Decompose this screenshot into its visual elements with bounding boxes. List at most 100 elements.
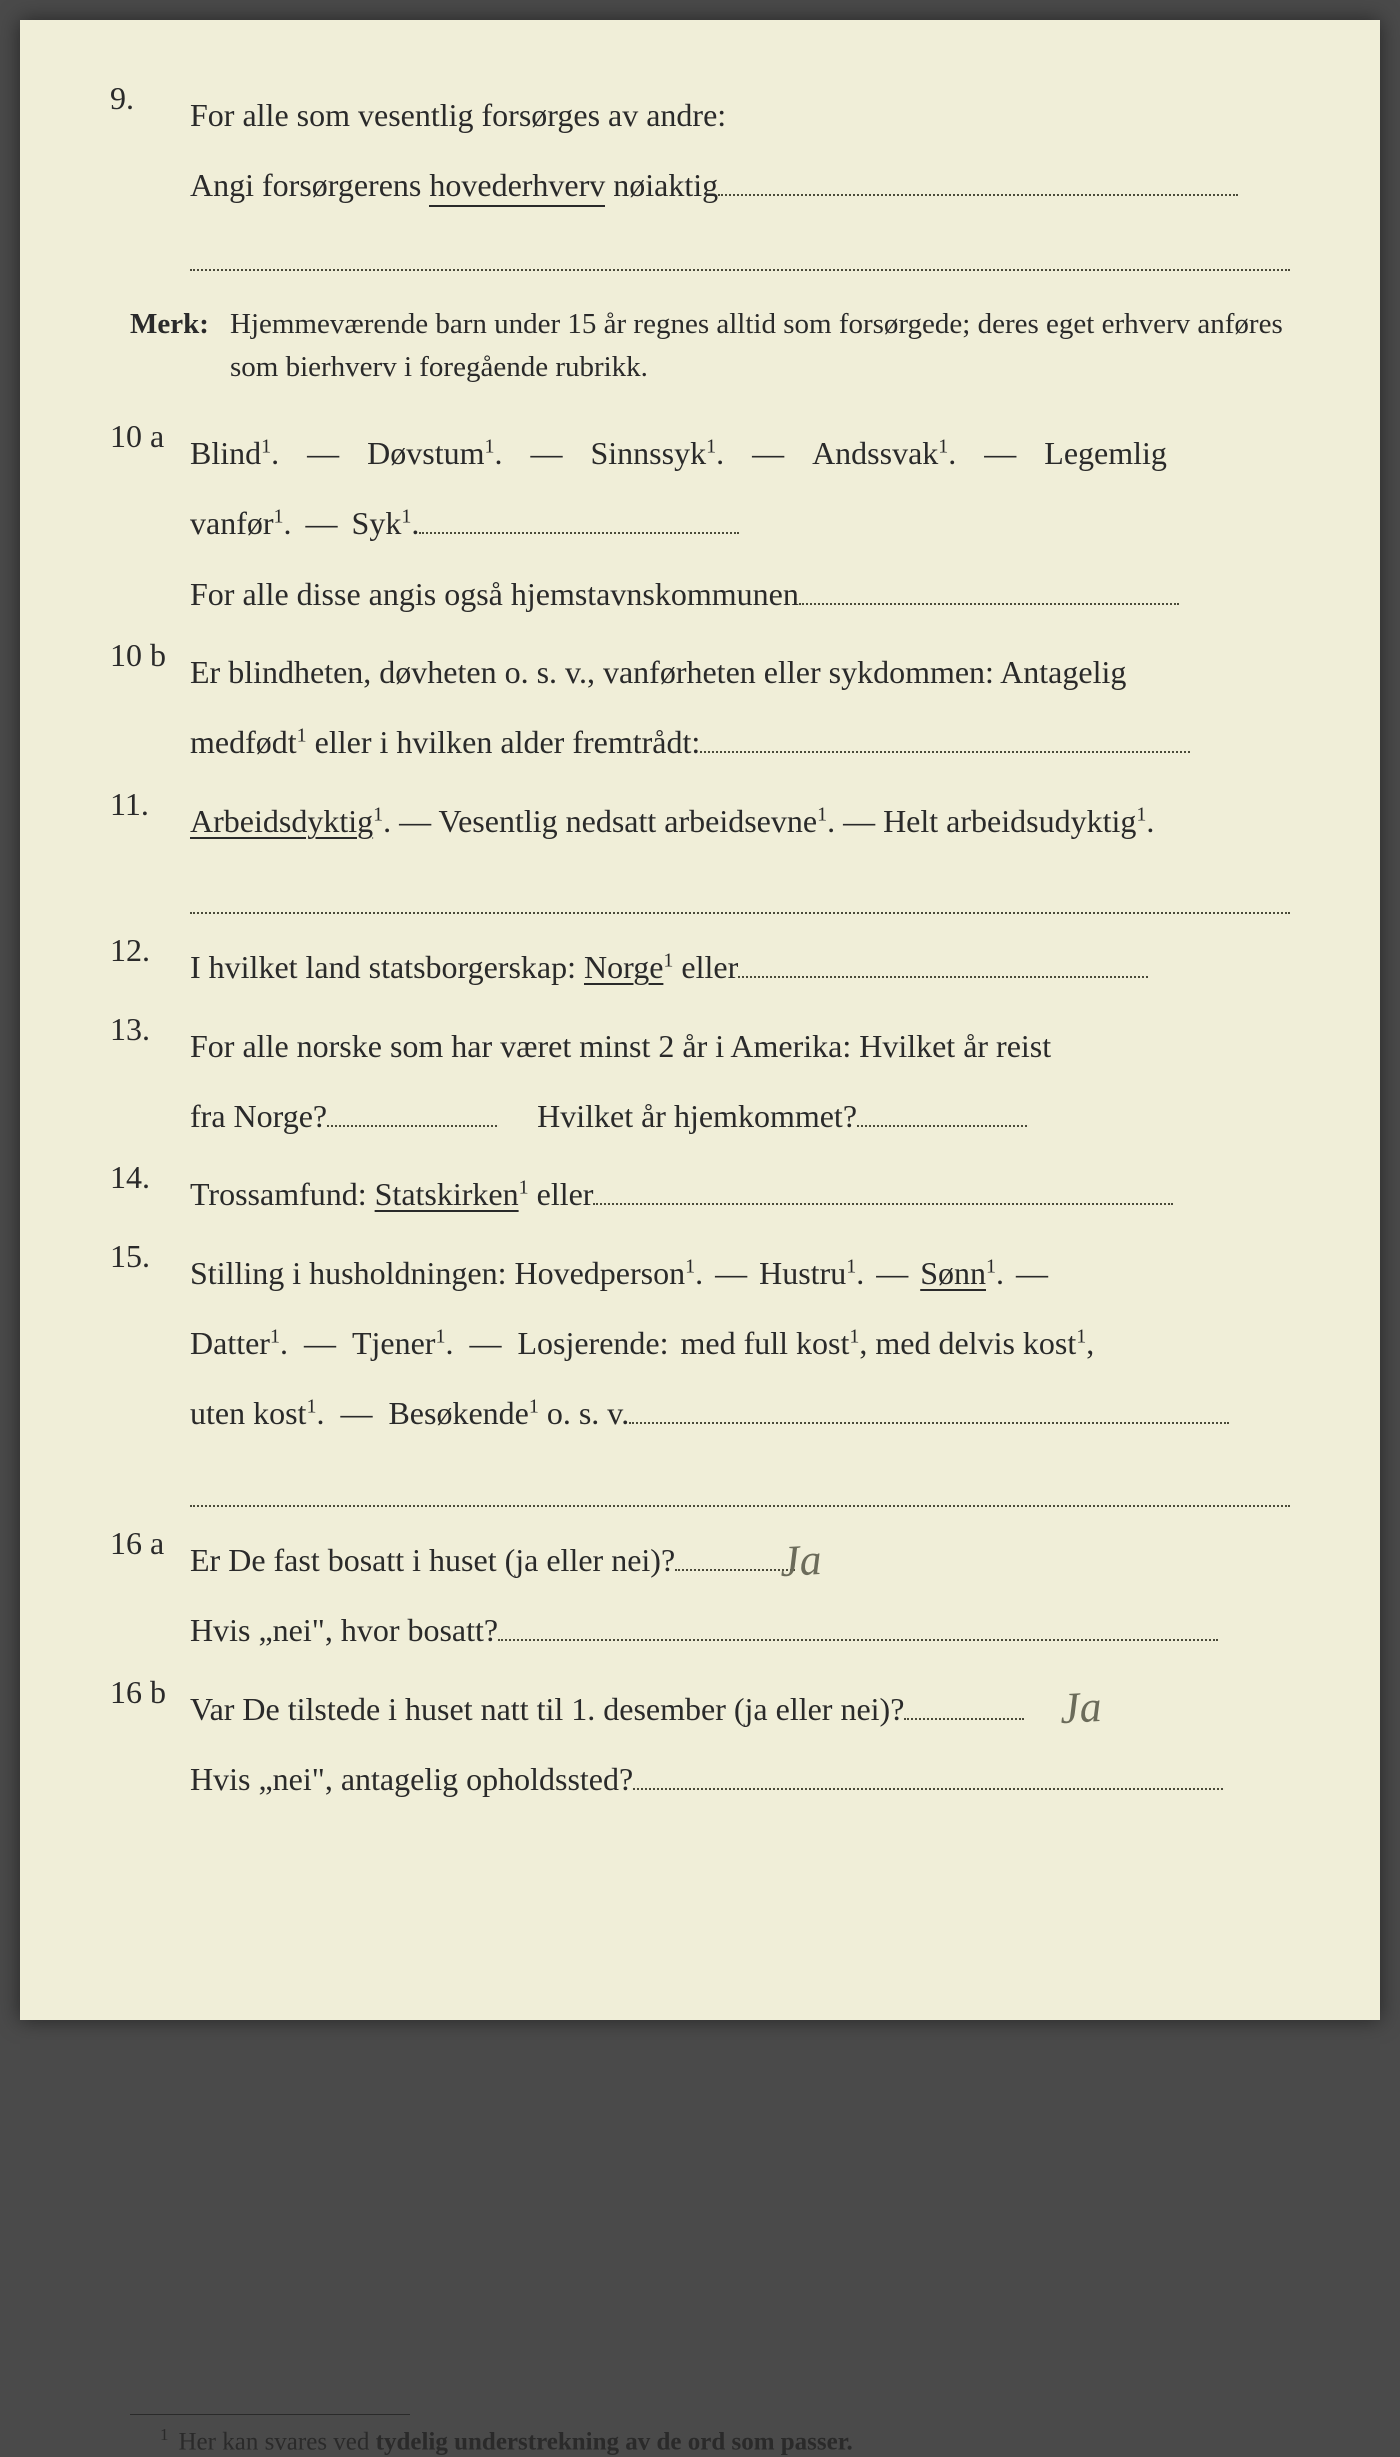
q16b-number: 16 b xyxy=(110,1674,166,1711)
blank-line xyxy=(419,499,739,534)
q16b-line2: Hvis „nei", antagelig opholdssted? xyxy=(190,1761,633,1797)
q15-number: 15. xyxy=(110,1238,150,1275)
q9-hovederhverv: hovederhverv xyxy=(429,167,605,207)
question-10a: 10 a Blind1.—Døvstum1.—Sinnssyk1.—Andssv… xyxy=(130,418,1290,629)
sup: 1 xyxy=(817,803,827,825)
opt-hustru: Hustru xyxy=(759,1255,846,1291)
sep: — xyxy=(843,803,875,839)
q9-line1: For alle som vesentlig forsørges av andr… xyxy=(190,80,1290,150)
sup: 1 xyxy=(373,803,383,825)
q10b-line2-post: eller i hvilken alder fremtrådt: xyxy=(307,724,701,760)
blank-line xyxy=(593,1170,1173,1205)
sup: 1 xyxy=(270,1325,280,1347)
sup: 1 xyxy=(986,1255,996,1277)
question-15: 15. Stilling i husholdningen: Hovedperso… xyxy=(130,1238,1290,1507)
merk-label: Merk: xyxy=(130,303,230,390)
opt-udyktig: Helt arbeidsudyktig xyxy=(883,803,1136,839)
blank-line xyxy=(629,1389,1229,1424)
blank-line xyxy=(904,1684,1024,1719)
opt-sinnssyk: Sinnssyk xyxy=(590,435,706,471)
question-16a: 16 a Er De fast bosatt i huset (ja eller… xyxy=(130,1525,1290,1666)
q15-line1: Stilling i husholdningen: Hovedperson1.—… xyxy=(190,1238,1290,1308)
opt-besokende: Besøkende xyxy=(388,1395,528,1431)
q10a-line3: For alle disse angis også hjemstavnskomm… xyxy=(190,559,1290,629)
q14-pre: Trossamfund: xyxy=(190,1176,375,1212)
blank-full-line xyxy=(190,884,1290,914)
sup: 1 xyxy=(849,1325,859,1347)
sep: — xyxy=(307,435,339,471)
q13-number: 13. xyxy=(110,1011,150,1048)
footnote-rule xyxy=(130,2414,410,2415)
q15-osv: o. s. v. xyxy=(539,1395,629,1431)
opt-hovedperson: Hovedperson xyxy=(514,1255,685,1291)
q16a-line1-wrap: Er De fast bosatt i huset (ja eller nei)… xyxy=(190,1525,1290,1595)
q16b-line1: Var De tilstede i huset natt til 1. dese… xyxy=(190,1691,904,1727)
q10b-line2: medfødt1 eller i hvilken alder fremtrådt… xyxy=(190,707,1290,777)
opt-dovstum: Døvstum xyxy=(367,435,484,471)
sep: — xyxy=(752,435,784,471)
sep: — xyxy=(876,1255,908,1291)
opt-datter: Datter xyxy=(190,1325,270,1361)
opt-nedsatt: Vesentlig nedsatt arbeidsevne xyxy=(439,803,818,839)
sup: 1 xyxy=(706,435,716,457)
q16a-number: 16 a xyxy=(110,1525,164,1562)
q13-line2: fra Norge? Hvilket år hjemkommet? xyxy=(190,1081,1290,1151)
q14-post: eller xyxy=(529,1176,594,1212)
blank-line xyxy=(700,718,1190,753)
blank-line xyxy=(738,943,1148,978)
opt-andssvak: Andssvak xyxy=(812,435,938,471)
footnote-bold: tydelig understrekning av de ord som pas… xyxy=(376,2429,853,2456)
q14-statskirken: Statskirken xyxy=(375,1176,519,1212)
opt-blind: Blind xyxy=(190,435,261,471)
opt-delvis-kost: med delvis kost xyxy=(875,1325,1076,1361)
footnote-marker: 1 xyxy=(160,2425,169,2444)
question-10b: 10 b Er blindheten, døvheten o. s. v., v… xyxy=(130,637,1290,778)
sep: — xyxy=(304,1325,336,1361)
sup: 1 xyxy=(663,949,673,971)
blank-full-line xyxy=(190,1477,1290,1507)
sup: 1 xyxy=(306,1396,316,1418)
sup: 1 xyxy=(274,506,284,528)
opt-sonn: Sønn xyxy=(920,1255,986,1291)
sup: 1 xyxy=(261,435,271,457)
q12-number: 12. xyxy=(110,932,150,969)
q12-post: eller xyxy=(673,949,738,985)
blank-line xyxy=(675,1536,795,1571)
sep: — xyxy=(984,435,1016,471)
blank-line xyxy=(327,1092,497,1127)
merk-text: Hjemmeværende barn under 15 år regnes al… xyxy=(230,303,1290,390)
sup: 1 xyxy=(297,725,307,747)
q11-options: Arbeidsdyktig1. — Vesentlig nedsatt arbe… xyxy=(190,786,1290,856)
opt-uten-kost: uten kost xyxy=(190,1395,306,1431)
question-11: 11. Arbeidsdyktig1. — Vesentlig nedsatt … xyxy=(130,786,1290,914)
sup: 1 xyxy=(401,506,411,528)
question-13: 13. For alle norske som har været minst … xyxy=(130,1011,1290,1152)
q10a-number: 10 a xyxy=(110,418,164,455)
q16b-answer: Ja xyxy=(1057,1659,1104,1758)
q9-number: 9. xyxy=(110,80,134,117)
sep: — xyxy=(469,1325,501,1361)
opt-legemlig-pre: Legemlig xyxy=(1044,435,1167,471)
document-page: 9. For alle som vesentlig forsørges av a… xyxy=(20,20,1380,2020)
sup: 1 xyxy=(1076,1325,1086,1347)
q15-line2: Datter1.—Tjener1.—Losjerende:med full ko… xyxy=(190,1308,1290,1378)
q13-line1: For alle norske som har været minst 2 år… xyxy=(190,1011,1290,1081)
q16a-line1: Er De fast bosatt i huset (ja eller nei)… xyxy=(190,1542,675,1578)
sup: 1 xyxy=(435,1325,445,1347)
question-16b: 16 b Var De tilstede i huset natt til 1.… xyxy=(130,1674,1290,1815)
question-14: 14. Trossamfund: Statskirken1 eller xyxy=(130,1159,1290,1229)
merk-note: Merk: Hjemmeværende barn under 15 år reg… xyxy=(130,295,1290,390)
q9-line2: Angi forsørgerens hovederhverv nøiaktig xyxy=(190,150,1290,220)
q10a-line3-text: For alle disse angis også hjemstavnskomm… xyxy=(190,576,799,612)
q15-line3: uten kost1.—Besøkende1 o. s. v. xyxy=(190,1378,1290,1448)
q9-line2-pre: Angi forsørgerens xyxy=(190,167,429,203)
q16a-line2: Hvis „nei", hvor bosatt? xyxy=(190,1612,498,1648)
q11-number: 11. xyxy=(110,786,149,823)
q13-hjemkommet: Hvilket år hjemkommet? xyxy=(537,1098,857,1134)
sup: 1 xyxy=(519,1177,529,1199)
q16b-line2-wrap: Hvis „nei", antagelig opholdssted? xyxy=(190,1744,1290,1814)
q13-fra-norge: fra Norge? xyxy=(190,1098,327,1134)
sup: 1 xyxy=(484,435,494,457)
sup: 1 xyxy=(938,435,948,457)
q16a-answer: Ja xyxy=(777,1512,824,1611)
